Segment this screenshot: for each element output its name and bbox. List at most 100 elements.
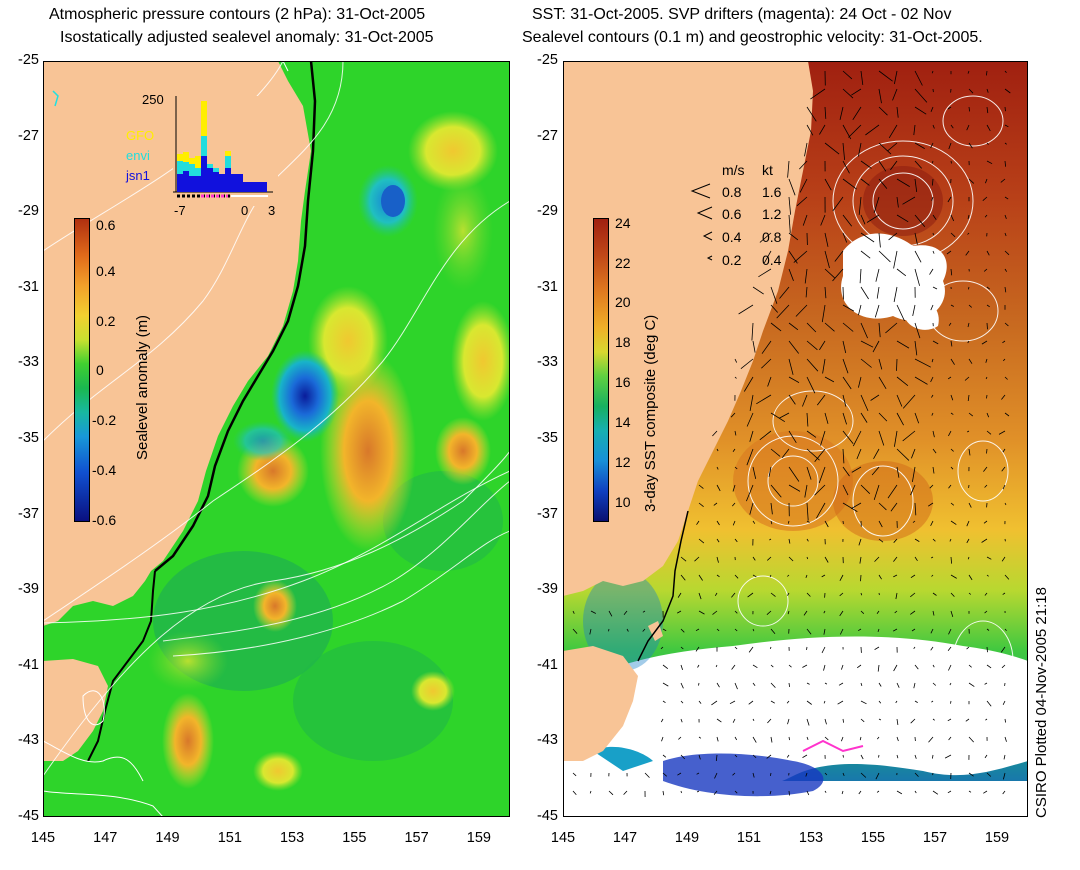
velocity-vector [896, 682, 900, 688]
velocity-vector [950, 412, 954, 415]
velocity-vector [732, 520, 736, 526]
velocity-vector [910, 484, 916, 496]
velocity-vector [913, 124, 916, 136]
velocity-vector [1004, 196, 1009, 200]
velocity-vector [716, 520, 720, 526]
velocity-vector [660, 646, 664, 650]
velocity-vector [752, 520, 756, 524]
velocity-vector [839, 628, 844, 635]
colorbar-tick: 24 [615, 215, 631, 231]
lon-tick-label: 157 [404, 830, 429, 846]
velocity-vector [824, 106, 827, 119]
velocity-vector [912, 520, 916, 523]
velocity-vector [896, 340, 910, 349]
velocity-vector [806, 736, 809, 740]
velocity-vector [824, 268, 835, 279]
velocity-vector [932, 538, 936, 542]
velocity-vector [986, 142, 989, 145]
velocity-vector [950, 448, 954, 452]
velocity-vector [950, 502, 955, 506]
velocity-vector [769, 574, 772, 578]
velocity-vector [712, 430, 718, 437]
velocity-vector [878, 142, 892, 155]
velocity-vector [931, 196, 934, 201]
velocity-vector [914, 556, 918, 562]
velocity-vector [806, 412, 809, 427]
velocity-vector [984, 682, 988, 685]
velocity-vector [734, 466, 738, 470]
velocity-vector [779, 286, 790, 299]
velocity-vector [948, 430, 952, 437]
velocity-vector [788, 196, 791, 215]
velocity-vector [818, 466, 826, 484]
velocity-vector [858, 196, 862, 215]
velocity-vector [914, 376, 928, 385]
velocity-vector [914, 106, 927, 115]
velocity-vector [910, 574, 916, 579]
velocity-vector [914, 250, 922, 263]
velocity-vector [928, 736, 934, 743]
velocity-vector [910, 718, 916, 724]
velocity-vector [1004, 106, 1006, 112]
velocity-vector [842, 142, 845, 160]
velocity-vector [914, 70, 923, 86]
velocity-vector [950, 592, 955, 597]
velocity-vector [1004, 124, 1009, 128]
velocity-vector [769, 538, 772, 541]
velocity-vector [802, 214, 808, 226]
velocity-vector [986, 448, 988, 454]
speed-legend-kt: 0.8 [762, 229, 782, 245]
velocity-vector [931, 358, 934, 363]
velocity-vector [838, 682, 844, 686]
velocity-vector [986, 628, 990, 631]
velocity-vector [841, 736, 844, 742]
velocity-vector [985, 376, 988, 380]
velocity-vector [860, 574, 862, 582]
colorbar-tick: 22 [615, 255, 631, 271]
velocity-vector [740, 358, 754, 370]
velocity-vector [839, 106, 844, 120]
velocity-vector [1002, 592, 1006, 595]
velocity-vector [947, 196, 952, 203]
velocity-vector [859, 268, 862, 284]
velocity-vector [878, 250, 891, 263]
lat-tick-label: -35 [537, 430, 558, 446]
velocity-vector [680, 700, 684, 704]
velocity-vector [759, 232, 772, 243]
velocity-vector [608, 628, 610, 632]
velocity-vector [892, 88, 898, 101]
velocity-vector [857, 628, 862, 632]
velocity-vector [590, 610, 596, 614]
velocity-vector [747, 592, 754, 598]
velocity-vector [752, 574, 757, 578]
velocity-vector [896, 214, 909, 223]
velocity-vector [842, 70, 853, 80]
velocity-vector [860, 340, 874, 348]
velocity-vector [930, 628, 934, 634]
velocity-vector [872, 340, 880, 353]
velocity-vector [984, 754, 988, 759]
velocity-vector [859, 556, 862, 564]
colorbar-tick: 14 [615, 414, 631, 430]
velocity-vector [929, 484, 934, 489]
colorbar-tick: 18 [615, 334, 631, 350]
velocity-vector [732, 484, 736, 492]
velocity-vector [965, 718, 970, 722]
velocity-vector [752, 772, 755, 778]
velocity-vector [1000, 178, 1006, 183]
lat-tick-label: -27 [537, 127, 558, 144]
velocity-vector [1004, 286, 1007, 293]
velocity-vector [814, 448, 826, 463]
velocity-vector [824, 322, 835, 332]
velocity-vector [589, 790, 592, 794]
velocity-vector [878, 88, 882, 104]
lat-tick-label: -31 [18, 278, 39, 295]
velocity-vector [1004, 250, 1010, 256]
velocity-vector [860, 682, 863, 687]
velocity-vector [662, 628, 667, 632]
lon-tick-label: 155 [860, 830, 886, 846]
velocity-vector [967, 232, 970, 235]
velocity-vector [878, 106, 888, 116]
velocity-vector [981, 538, 988, 543]
velocity-vector [787, 520, 790, 524]
